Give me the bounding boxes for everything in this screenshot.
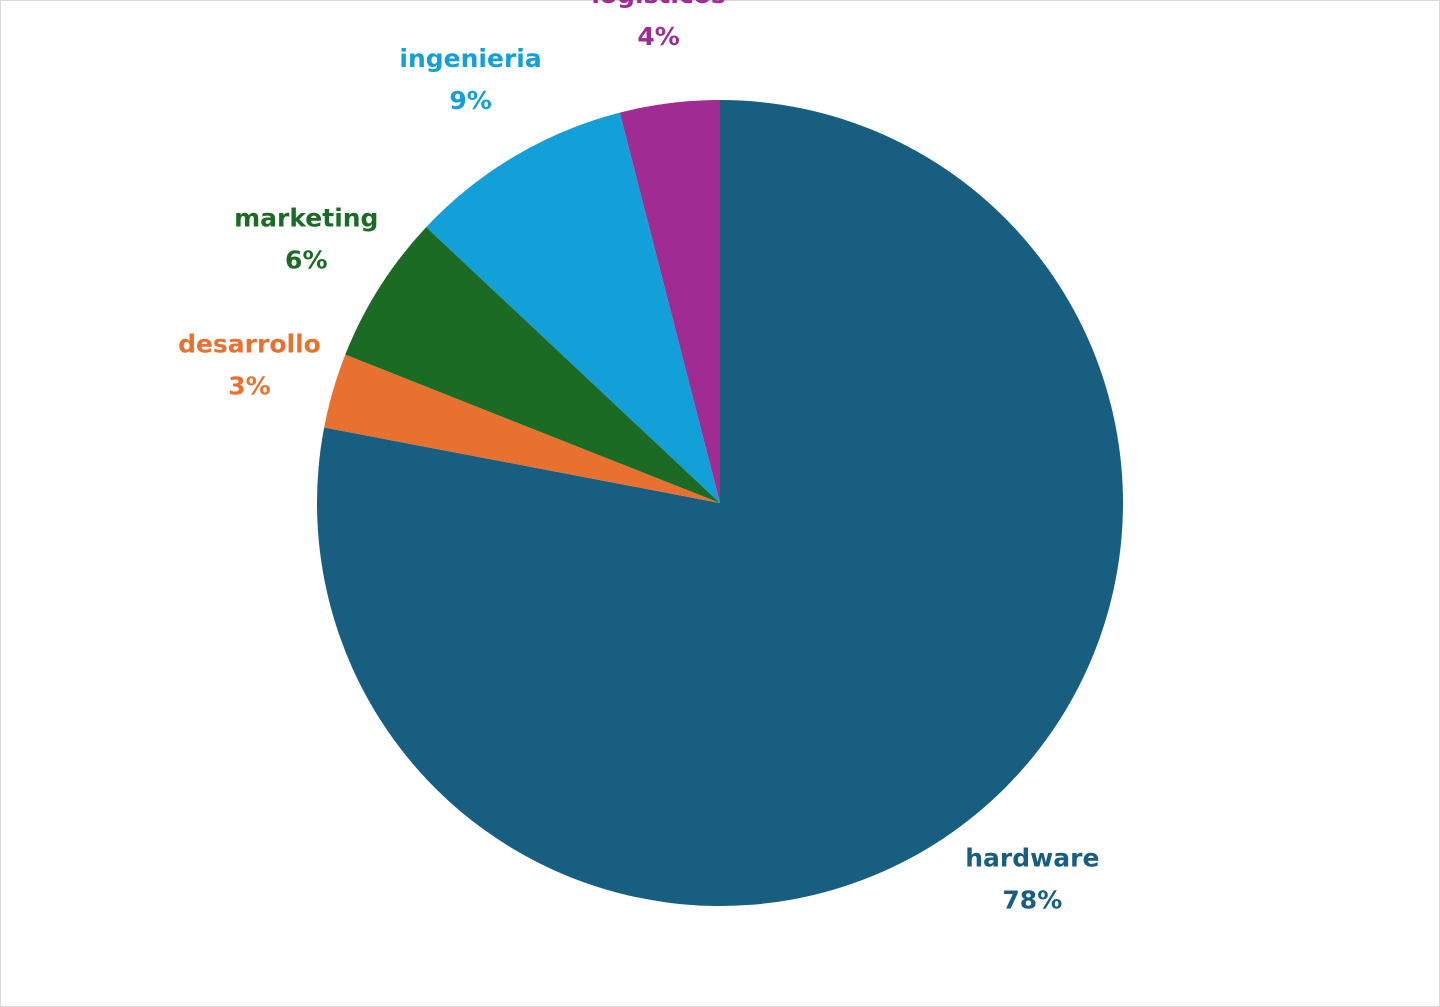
pie-slice <box>619 100 720 503</box>
slice-value-label: 4% <box>637 22 679 51</box>
slice-label: ingenieria <box>399 44 541 73</box>
slice-label: marketing <box>234 203 378 232</box>
pie-slice <box>345 227 720 504</box>
slice-label: desarrollo <box>178 329 321 358</box>
slice-value-label: 6% <box>285 245 327 274</box>
slice-value-label: 3% <box>228 371 270 400</box>
slice-label: hardware <box>965 844 1099 873</box>
slice-value-label: 78% <box>1002 886 1062 915</box>
pie-slice <box>426 112 720 504</box>
slice-label: logisticos <box>591 0 726 9</box>
slice-value-label: 9% <box>449 86 491 115</box>
pie-slice <box>324 354 720 503</box>
